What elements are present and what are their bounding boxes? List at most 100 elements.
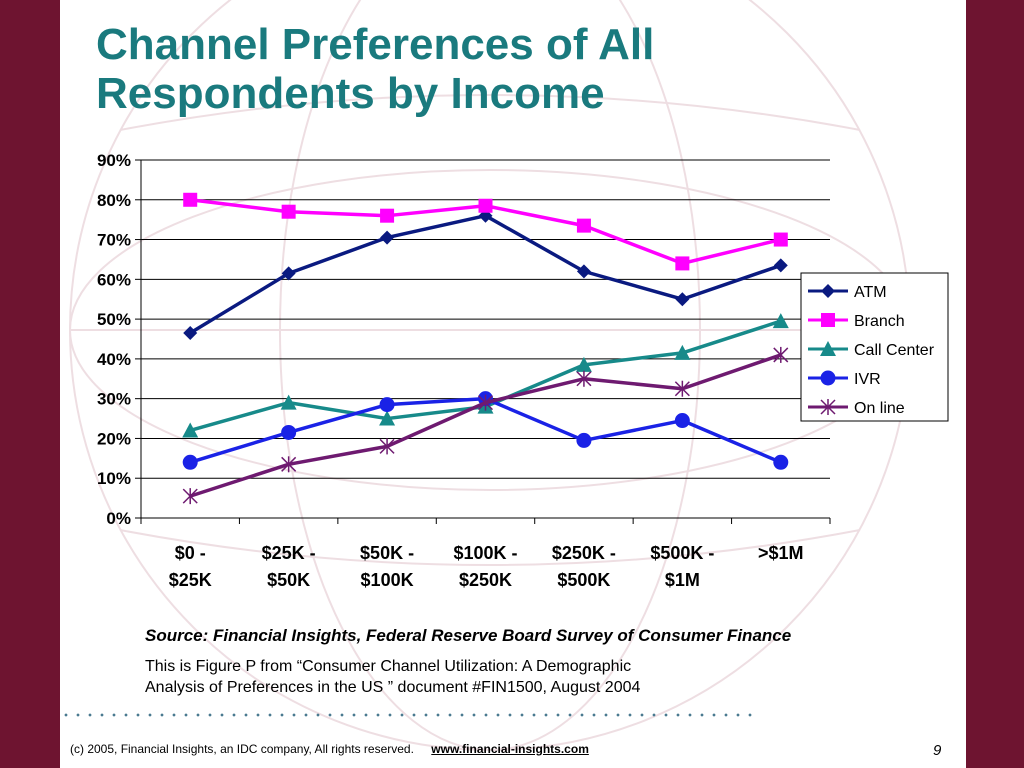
slide-title: Channel Preferences of All Respondents b… [96, 20, 916, 118]
data-point-branch [281, 204, 296, 219]
y-tick-label: 30% [97, 390, 131, 409]
chart-grid [141, 159, 830, 479]
note-text: This is Figure P from “Consumer Channel … [145, 656, 785, 698]
title-line-2: Respondents by Income [96, 69, 605, 118]
website-link[interactable]: www.financial-insights.com [431, 742, 589, 756]
x-tick-label: $50K - $100K [360, 543, 414, 590]
y-tick-label: 60% [97, 270, 131, 289]
series-on-line [182, 346, 789, 505]
y-tick-label: 90% [97, 151, 131, 170]
data-point-branch [478, 198, 493, 213]
data-point-ivr [674, 413, 690, 429]
y-tick-label: 10% [97, 469, 131, 488]
data-point-on-line [477, 394, 494, 411]
y-tick-label: 70% [97, 231, 131, 250]
dotted-divider [60, 713, 760, 717]
chart-axes: 0% 10% 20% 30% 40% 50% 60% 70% 80% 90% $0 - $25K $25… [97, 151, 831, 590]
x-tick-label-line: $50K [267, 570, 310, 590]
data-point-atm [380, 230, 395, 245]
data-point-atm [281, 266, 296, 281]
series-line-call-center [189, 319, 782, 433]
data-point-atm [675, 292, 690, 307]
data-point-call-center [182, 422, 199, 438]
legend-label: IVR [854, 371, 881, 388]
data-point-branch [576, 218, 591, 233]
y-tick-label: 20% [97, 429, 131, 448]
legend-item-call-center: Call Center [808, 341, 935, 359]
x-tick-label: $25K - $50K [262, 543, 316, 590]
x-tick-label-line: $500K [557, 570, 610, 590]
x-tick-label-line: $25K [169, 570, 212, 590]
line-chart: 0% 10% 20% 30% 40% 50% 60% 70% 80% 90% $0 - $25K $25… [97, 151, 949, 590]
copyright-text: (c) 2005, Financial Insights, an IDC com… [70, 742, 414, 756]
x-tick-label-line: $500K - [650, 543, 714, 563]
data-point-on-line [576, 370, 592, 387]
x-tick-label-line: $50K - [360, 543, 414, 563]
note-line-2: Analysis of Preferences in the US ” docu… [145, 679, 641, 696]
data-point-on-line [773, 346, 789, 363]
x-tick-label-line: $250K [459, 570, 512, 590]
x-tick-label-line: $25K - [262, 543, 316, 563]
data-point-atm [576, 264, 591, 279]
series-atm [183, 208, 788, 341]
footer: (c) 2005, Financial Insights, an IDC com… [70, 742, 589, 756]
slide: Channel Preferences of All Respondents b… [60, 0, 966, 768]
y-tick-label: 40% [97, 350, 131, 369]
x-tick-label: $0 - $25K [169, 543, 212, 590]
legend-marker [820, 399, 836, 415]
x-tick-label: >$1M [758, 543, 804, 563]
legend-marker [821, 313, 835, 327]
legend-label: Call Center [854, 342, 935, 359]
source-text: Source: Financial Insights, Federal Rese… [145, 626, 792, 645]
series-line-atm [189, 213, 782, 335]
data-point-ivr [576, 432, 592, 448]
data-point-ivr [281, 424, 297, 440]
data-point-on-line [674, 380, 690, 397]
chart-series [182, 192, 789, 505]
x-tick-label-line: >$1M [758, 543, 804, 563]
data-point-on-line [281, 456, 297, 473]
legend-item-on-line: On line [808, 399, 905, 417]
y-tick-label: 50% [97, 310, 131, 329]
data-point-on-line [182, 488, 198, 505]
data-point-branch [380, 208, 395, 223]
legend-label: On line [854, 400, 905, 417]
x-tick-label-line: $100K [361, 570, 414, 590]
note-line-1: This is Figure P from “Consumer Channel … [145, 658, 632, 675]
x-tick-label: $250K - $500K [552, 543, 616, 590]
x-tick-label-line: $250K - [552, 543, 616, 563]
x-tick-label: $500K - $1M [650, 543, 714, 590]
legend-label: ATM [854, 284, 887, 301]
data-point-ivr [773, 454, 789, 470]
x-tick-label-line: $1M [665, 570, 700, 590]
data-point-atm [183, 326, 198, 341]
globe-watermark-icon [69, 0, 911, 751]
data-point-branch [183, 192, 198, 207]
data-point-call-center [772, 313, 789, 329]
data-point-branch [675, 256, 690, 271]
legend-item-atm: ATM [808, 284, 887, 301]
data-point-on-line [379, 438, 395, 455]
data-point-call-center [575, 356, 592, 372]
data-point-call-center [379, 410, 396, 426]
data-point-call-center [674, 344, 691, 360]
y-tick-label: 0% [106, 509, 131, 528]
series-call-center [182, 313, 789, 438]
legend-label: Branch [854, 313, 905, 330]
x-tick-label-line: $100K - [453, 543, 517, 563]
legend-marker [820, 341, 836, 356]
chart-legend: ATM Branch Call Center IVR On line [800, 272, 949, 422]
data-point-ivr [379, 397, 395, 413]
data-point-atm [773, 258, 788, 273]
data-point-call-center [280, 394, 297, 410]
legend-item-ivr: IVR [808, 370, 881, 388]
title-line-1: Channel Preferences of All [96, 20, 655, 69]
series-branch [183, 192, 788, 271]
legend-marker [821, 284, 835, 298]
legend-item-branch: Branch [808, 313, 905, 330]
data-point-branch [773, 232, 788, 247]
x-tick-label-line: $0 - [175, 543, 206, 563]
data-point-ivr [182, 454, 198, 470]
page-number: 9 [933, 742, 942, 759]
x-tick-label: $100K - $250K [453, 543, 517, 590]
